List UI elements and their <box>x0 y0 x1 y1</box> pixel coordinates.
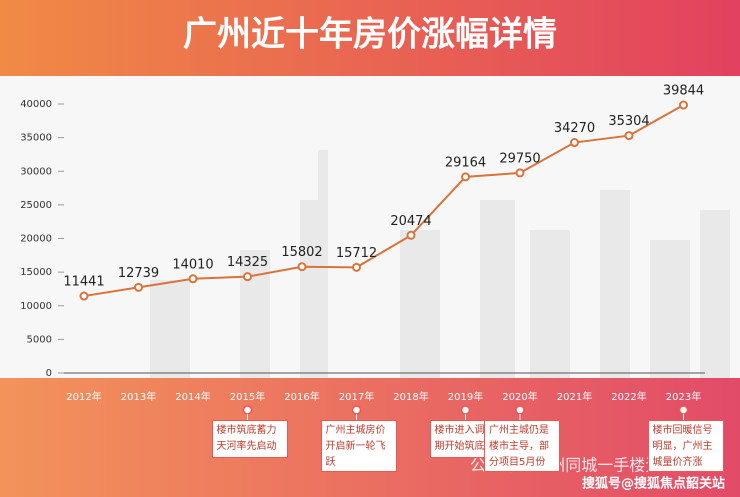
value-label: 11441 <box>63 275 104 290</box>
pin <box>460 405 471 415</box>
point <box>406 230 416 240</box>
value-label: 20474 <box>390 214 431 229</box>
header <box>0 0 740 76</box>
x-tick-label: 2012年 <box>66 390 101 403</box>
value-label: 39844 <box>663 84 704 99</box>
y-tick-label: 0 <box>46 368 52 379</box>
y-tick-label: 30000 <box>20 166 52 177</box>
pin <box>351 405 362 415</box>
x-tick-label: 2014年 <box>175 390 210 403</box>
point <box>297 262 307 272</box>
point <box>352 262 361 272</box>
annotation-box: 楼市筑底蓄力天河率先启动 <box>211 420 288 458</box>
y-tick-label: 40000 <box>20 99 52 110</box>
x-tick-label: 2020年 <box>502 390 537 403</box>
annotation: 广州主城房价开启新一轮飞跃 <box>320 420 397 472</box>
annotation: 广州主城仍是楼市主导，部分项目5月份10万/㎡，11月份超 <box>484 420 560 472</box>
annotation-box: 广州主城仍是楼市主导，部分项目5月份10万/㎡，11月份超 <box>484 420 560 472</box>
y-tick-label: 35000 <box>20 133 52 144</box>
pin <box>242 405 253 415</box>
point <box>188 274 198 284</box>
point <box>570 138 579 148</box>
x-tick-label: 2013年 <box>121 390 156 403</box>
point <box>79 291 89 301</box>
x-tick-label: 2022年 <box>611 390 646 403</box>
annotation: 楼市筑底蓄力天河率先启动 <box>211 420 288 458</box>
value-label: 29750 <box>499 151 540 166</box>
annotation: 楼市回暖信号明显，广州主城量价齐涨 <box>647 420 724 472</box>
y-tick-label: 15000 <box>20 267 52 278</box>
value-label: 12739 <box>118 266 159 281</box>
x-tick-label: 2021年 <box>557 390 592 403</box>
value-label: 15712 <box>336 246 377 261</box>
point <box>461 172 470 182</box>
skyline <box>150 150 730 380</box>
value-label: 14010 <box>172 257 213 272</box>
y-tick-label: 5000 <box>27 334 52 345</box>
point <box>624 131 634 141</box>
annotation-box: 广州主城房价开启新一轮飞跃 <box>320 420 397 472</box>
price-line <box>83 104 684 298</box>
value-label: 15802 <box>281 245 322 260</box>
x-tick-label: 2016年 <box>284 390 319 403</box>
x-tick-label: 2015年 <box>230 390 265 403</box>
point <box>243 272 252 282</box>
chart-title: 广州近十年房价涨幅详情 <box>183 15 557 55</box>
pin <box>515 405 525 415</box>
point <box>515 168 525 178</box>
pin <box>678 405 689 415</box>
y-tick-label: 20000 <box>20 234 52 245</box>
value-label: 29164 <box>445 155 486 170</box>
y-tick-label: 25000 <box>20 200 52 211</box>
x-tick-label: 2019年 <box>448 390 483 403</box>
value-label: 34270 <box>554 121 595 136</box>
value-label: 35304 <box>608 114 649 129</box>
x-tick-label: 2018年 <box>393 390 428 403</box>
y-tick-label: 10000 <box>20 301 52 312</box>
value-label: 14325 <box>227 255 268 270</box>
point <box>679 100 688 110</box>
watermark: 搜狐号@搜狐焦点韶关站 <box>582 476 725 492</box>
x-tick-label: 2017年 <box>339 390 374 403</box>
x-tick-label: 2023年 <box>666 390 701 403</box>
point <box>134 282 143 292</box>
annotation-box: 楼市回暖信号明显，广州主城量价齐涨 <box>647 420 724 472</box>
